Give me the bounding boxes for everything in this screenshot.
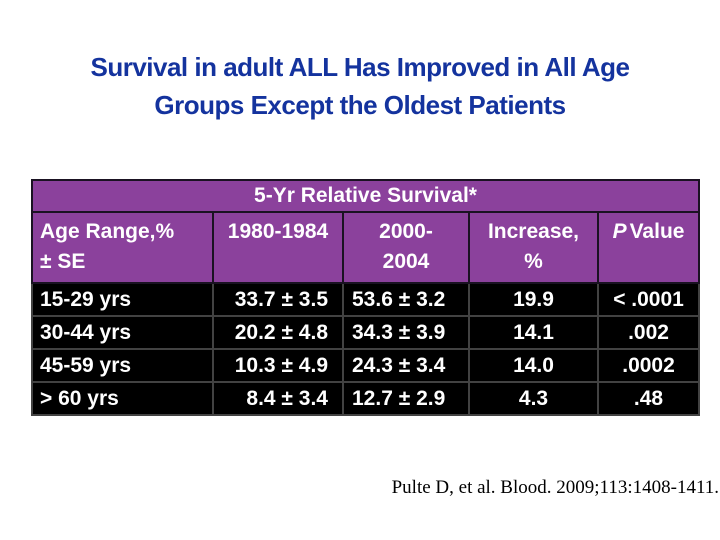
cell-p-value: .0002 [596, 348, 701, 383]
cell-1980-1984: 8.4 ± 3.4 [212, 381, 344, 416]
cell-1980-1984: 10.3 ± 4.9 [212, 348, 344, 383]
column-header-age-range: Age Range,% ± SE [31, 211, 214, 284]
cell-increase: 19.9 [468, 282, 599, 317]
p-value-italic-p: P [612, 220, 627, 243]
row-header-age: 30-44 yrs [31, 315, 214, 350]
slide-title: Survival in adult ALL Has Improved in Al… [0, 48, 720, 124]
cell-2000-2004: 53.6 ± 3.2 [342, 282, 470, 317]
citation: Pulte D, et al. Blood. 2009;113:1408-141… [391, 477, 719, 498]
column-header-1980-1984: 1980-1984 [212, 211, 344, 284]
cell-increase: 4.3 [468, 381, 599, 416]
column-header-increase: Increase, % [468, 211, 599, 284]
cell-2000-2004: 24.3 ± 3.4 [342, 348, 470, 383]
table-row: 45-59 yrs 10.3 ± 4.9 24.3 ± 3.4 14.0 .00… [31, 348, 701, 383]
cell-2000-2004: 34.3 ± 3.9 [342, 315, 470, 350]
cell-p-value: .002 [596, 315, 701, 350]
survival-table: 5-Yr Relative Survival* Age Range,% ± SE… [30, 179, 701, 416]
p-value-label-rest: Value [629, 220, 685, 243]
column-header-p-value: P Value [596, 211, 701, 284]
table-row: 30-44 yrs 20.2 ± 4.8 34.3 ± 3.9 14.1 .00… [31, 315, 701, 350]
table-title-row: 5-Yr Relative Survival* [30, 179, 701, 213]
cell-1980-1984: 33.7 ± 3.5 [212, 282, 344, 317]
cell-increase: 14.1 [468, 315, 599, 350]
cell-increase: 14.0 [468, 348, 599, 383]
cell-2000-2004: 12.7 ± 2.9 [342, 381, 470, 416]
cell-p-value: < .0001 [596, 282, 701, 317]
table-title-cell: 5-Yr Relative Survival* [30, 179, 701, 213]
slide-title-line-2: Groups Except the Oldest Patients [154, 90, 566, 120]
column-header-row: Age Range,% ± SE 1980-1984 2000- 2004 In… [31, 211, 701, 284]
cell-1980-1984: 20.2 ± 4.8 [212, 315, 344, 350]
table-row: > 60 yrs 8.4 ± 3.4 12.7 ± 2.9 4.3 .48 [31, 381, 701, 416]
slide-title-line-1: Survival in adult ALL Has Improved in Al… [90, 52, 630, 82]
row-header-age: > 60 yrs [31, 381, 214, 416]
row-header-age: 15-29 yrs [31, 282, 214, 317]
table-row: 15-29 yrs 33.7 ± 3.5 53.6 ± 3.2 19.9 < .… [31, 282, 701, 317]
row-header-age: 45-59 yrs [31, 348, 214, 383]
cell-p-value: .48 [596, 381, 701, 416]
column-header-2000-2004: 2000- 2004 [342, 211, 470, 284]
